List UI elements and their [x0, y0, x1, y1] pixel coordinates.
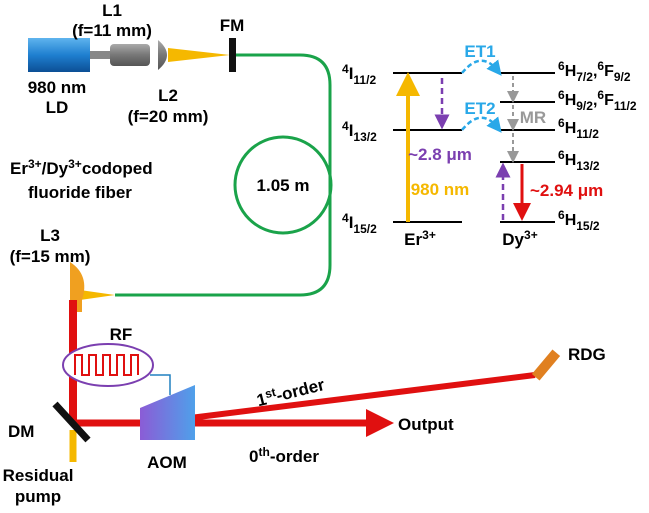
label: (f=20 mm) [128, 107, 209, 126]
label-part: 9/2 [576, 99, 593, 113]
label: RDG [568, 345, 606, 364]
label: ET1 [464, 42, 495, 61]
label-part: H [565, 92, 577, 109]
rf-cable [150, 375, 170, 395]
label-part: 15/2 [353, 222, 377, 236]
label-part: 9/2 [614, 70, 631, 84]
grating [532, 350, 560, 381]
level-label: 6H13/2 [558, 148, 600, 173]
label-part: F [604, 92, 614, 109]
level-label: 6H9/2,6F11/2 [558, 88, 637, 113]
label-part: fluoride fiber [28, 183, 132, 202]
label: ET2 [464, 99, 495, 118]
label: Er3+ [404, 228, 436, 249]
label-part: 15/2 [576, 219, 600, 233]
label-part: F [604, 63, 614, 80]
label-part: H [565, 152, 577, 169]
label: pump [15, 487, 61, 506]
label-part: 3+ [68, 157, 82, 171]
label-part: 3+ [524, 228, 538, 242]
label: L1 [102, 1, 122, 20]
lens-l2 [158, 40, 167, 70]
pump-beam [168, 48, 230, 62]
label: L2 [158, 86, 178, 105]
label-part: H [565, 63, 577, 80]
output-cone [80, 290, 115, 300]
level-label: 4I13/2 [342, 119, 377, 144]
label-part: 11/2 [576, 127, 599, 141]
label-part: H [565, 212, 577, 229]
first-order-beam [190, 375, 535, 418]
label-part: 11/2 [614, 99, 637, 113]
level-label: 4I11/2 [342, 62, 376, 87]
label: (f=11 mm) [72, 21, 152, 40]
label: (f=15 mm) [10, 247, 91, 266]
label-part: Dy [502, 230, 524, 249]
connector [90, 51, 112, 59]
label: ~2.94 μm [530, 181, 603, 200]
aom [140, 385, 195, 440]
label-part: 3+ [28, 157, 42, 171]
fiber-mount [229, 38, 236, 72]
rf-driver [63, 344, 153, 386]
label: DM [8, 422, 34, 441]
label: 980 nm [411, 180, 470, 199]
lens-l1 [110, 44, 150, 66]
label: Output [398, 415, 454, 434]
label: MR [520, 108, 546, 127]
label-part: 13/2 [576, 159, 600, 173]
label: AOM [147, 453, 187, 472]
level-label: 4I15/2 [342, 211, 377, 236]
label: fluoride fiber [28, 183, 132, 202]
label: 980 nm [28, 78, 87, 97]
label-part: 3+ [422, 228, 436, 242]
label-part: /Dy [42, 159, 69, 178]
label: RF [110, 325, 133, 344]
label: Dy3+ [502, 228, 537, 249]
label-part: -order [270, 447, 320, 466]
level-label: 6H7/2,6F9/2 [558, 59, 631, 84]
level-label: 6H15/2 [558, 208, 600, 233]
label: Er3+/Dy3+codoped [10, 157, 153, 178]
label: FM [220, 16, 245, 35]
label-part: 13/2 [353, 130, 377, 144]
et1-arrow [462, 61, 497, 73]
label-part: Er [10, 159, 28, 178]
label: L3 [40, 226, 60, 245]
label-part: Er [404, 230, 422, 249]
label-part: 7/2 [576, 70, 593, 84]
label-part: H [565, 120, 577, 137]
label: LD [46, 98, 69, 117]
label: ~2.8 μm [408, 145, 472, 164]
et2-arrow [462, 118, 497, 130]
laser-diode [28, 38, 90, 72]
label-part: th [259, 445, 270, 459]
label: Residual [3, 466, 74, 485]
label-part: 0 [249, 447, 258, 466]
label-part: codoped [82, 159, 153, 178]
diagram: L1(f=11 mm)980 nmLDL2(f=20 mm)FMEr3+/Dy3… [0, 0, 649, 508]
label: 1.05 m [257, 176, 310, 195]
level-label: 6H11/2 [558, 116, 599, 141]
label: 0th-order [249, 445, 319, 466]
label-part: 11/2 [353, 73, 376, 87]
